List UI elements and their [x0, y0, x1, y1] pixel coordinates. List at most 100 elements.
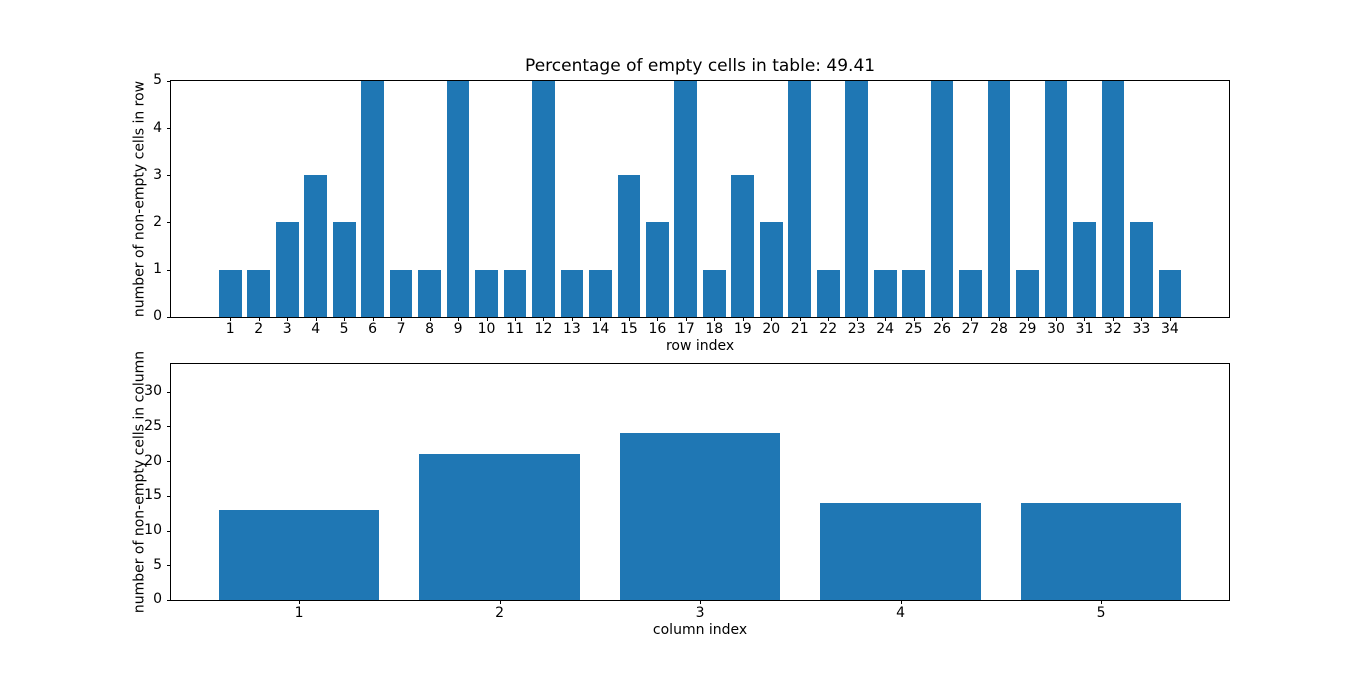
bar: [1073, 222, 1096, 317]
x-tick-label: 32: [1104, 321, 1122, 337]
x-tick: [315, 316, 317, 321]
x-tick-label: 10: [477, 321, 496, 337]
bar: [419, 454, 580, 600]
y-tick: [166, 565, 171, 567]
bar: [1130, 222, 1153, 317]
bar: [617, 175, 641, 317]
x-tick: [401, 316, 403, 321]
x-tick-label: 29: [1018, 321, 1037, 337]
bar: [619, 433, 781, 600]
y-tick: [166, 530, 171, 532]
bar: [418, 269, 441, 317]
x-tick-label: 1: [294, 604, 304, 621]
x-tick: [1101, 599, 1103, 604]
x-tick: [657, 316, 659, 321]
x-tick-label: 5: [1096, 604, 1106, 621]
y-tick: [166, 128, 171, 130]
x-tick-label: 14: [591, 321, 610, 337]
bar: [902, 269, 925, 317]
x-tick: [685, 316, 687, 321]
y-tick: [166, 391, 171, 393]
bar: [959, 269, 982, 317]
bar: [930, 80, 954, 317]
x-tick-label: 6: [368, 321, 378, 337]
x-tick-label: 26: [933, 321, 951, 337]
x-tick-label: 17: [676, 321, 695, 337]
x-tick-label: 11: [506, 321, 524, 337]
x-tick-label: 23: [847, 321, 866, 337]
y-tick: [166, 495, 171, 497]
x-tick-label: 30: [1047, 321, 1065, 337]
y-tick-label: 0: [153, 308, 162, 325]
x-tick-label: 16: [648, 321, 667, 337]
y-tick-label: 10: [144, 522, 162, 539]
y-tick: [166, 426, 171, 428]
x-tick: [1141, 316, 1143, 321]
y-axis-label-rows: number of non-empty cells in row: [131, 80, 148, 317]
y-tick: [166, 222, 171, 224]
row-chart-axes: [169, 79, 1231, 318]
y-tick: [166, 269, 171, 271]
bar: [1020, 502, 1182, 600]
bar: [645, 222, 669, 317]
x-tick: [600, 316, 602, 321]
bar: [560, 269, 584, 317]
bar: [1016, 269, 1039, 317]
x-tick-label: 8: [425, 321, 435, 337]
bar: [275, 222, 299, 317]
bar: [589, 269, 612, 317]
x-tick: [999, 316, 1001, 321]
y-tick-label: 3: [153, 166, 162, 183]
x-tick: [287, 316, 289, 321]
x-tick: [372, 316, 374, 321]
x-tick: [543, 316, 545, 321]
x-tick: [230, 316, 232, 321]
x-tick-label: 18: [705, 321, 724, 337]
y-tick-label: 15: [144, 487, 162, 504]
bar: [873, 269, 897, 317]
x-tick-label: 1: [225, 321, 235, 337]
x-tick: [885, 316, 887, 321]
y-tick-label: 1: [153, 261, 162, 278]
x-tick: [1027, 316, 1029, 321]
y-tick: [166, 461, 171, 463]
bar: [503, 269, 527, 317]
y-tick: [166, 80, 171, 82]
x-tick: [942, 316, 944, 321]
x-tick: [486, 316, 488, 321]
x-tick-label: 5: [339, 321, 349, 337]
x-tick: [828, 316, 830, 321]
bar: [332, 222, 356, 317]
x-tick: [970, 316, 972, 321]
bar: [446, 80, 470, 317]
bar: [532, 80, 555, 317]
x-tick-label: 7: [396, 321, 406, 337]
bar: [361, 80, 384, 317]
bar: [816, 269, 840, 317]
x-tick: [299, 599, 301, 604]
x-tick: [458, 316, 460, 321]
y-tick-label: 5: [153, 72, 162, 89]
x-tick-label: 27: [961, 321, 980, 337]
x-tick: [856, 316, 858, 321]
x-tick: [1084, 316, 1086, 321]
bar: [475, 269, 498, 317]
x-tick: [628, 316, 630, 321]
x-axis-label-columns: column index: [652, 622, 748, 638]
y-tick-label: 25: [144, 417, 162, 434]
x-tick-label: 20: [762, 321, 781, 337]
bar: [1158, 269, 1182, 317]
bar: [820, 502, 981, 600]
x-tick: [344, 316, 346, 321]
x-tick: [913, 316, 915, 321]
y-tick: [166, 175, 171, 177]
y-tick-label: 5: [153, 556, 162, 573]
x-tick: [499, 599, 501, 604]
y-tick-label: 4: [153, 119, 162, 136]
x-tick: [1169, 316, 1171, 321]
x-tick: [1055, 316, 1057, 321]
x-tick-label: 2: [495, 604, 505, 621]
x-tick: [700, 599, 702, 604]
x-tick-label: 2: [254, 321, 264, 337]
chart-title: Percentage of empty cells in table: 49.4…: [525, 56, 876, 76]
